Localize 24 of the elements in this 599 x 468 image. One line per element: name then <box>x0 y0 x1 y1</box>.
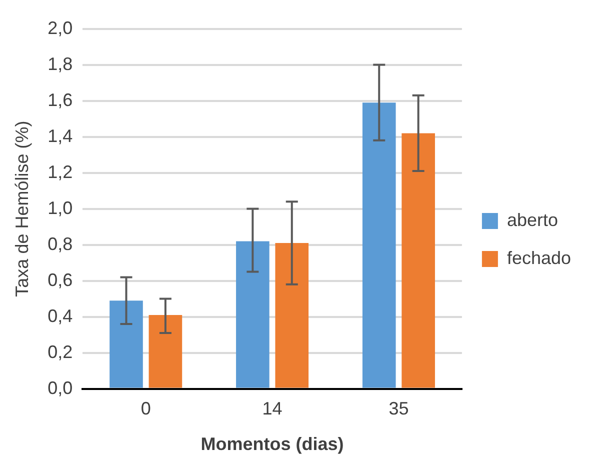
y-tick-label: 1,2 <box>48 162 73 182</box>
bar <box>148 315 182 388</box>
y-tick-label: 1,8 <box>48 54 73 74</box>
y-axis-title: Taxa de Hemólise (%) <box>12 120 32 297</box>
bar <box>236 241 270 388</box>
x-tick-label: 35 <box>388 398 409 419</box>
legend-label: fechado <box>506 248 572 268</box>
y-tick-label: 0,6 <box>48 270 73 290</box>
y-tick-label: 1,0 <box>48 198 73 218</box>
y-tick-label: 0,0 <box>48 378 73 398</box>
y-tick-label: 0,4 <box>48 306 73 326</box>
legend-label: aberto <box>506 210 558 230</box>
y-tick-label: 0,2 <box>48 342 73 362</box>
x-tick-label: 14 <box>262 398 282 419</box>
bar <box>402 133 435 388</box>
x-tick-label: 0 <box>140 398 151 419</box>
y-tick-label: 1,4 <box>48 126 73 146</box>
y-tick-label: 2,0 <box>48 18 73 38</box>
y-tick-label: 0,8 <box>48 234 73 254</box>
bar <box>110 300 143 388</box>
x-axis-title: Momentos (dias) <box>200 434 344 454</box>
bar <box>275 243 309 388</box>
bar <box>362 102 396 388</box>
y-tick-label: 1,6 <box>48 90 73 110</box>
